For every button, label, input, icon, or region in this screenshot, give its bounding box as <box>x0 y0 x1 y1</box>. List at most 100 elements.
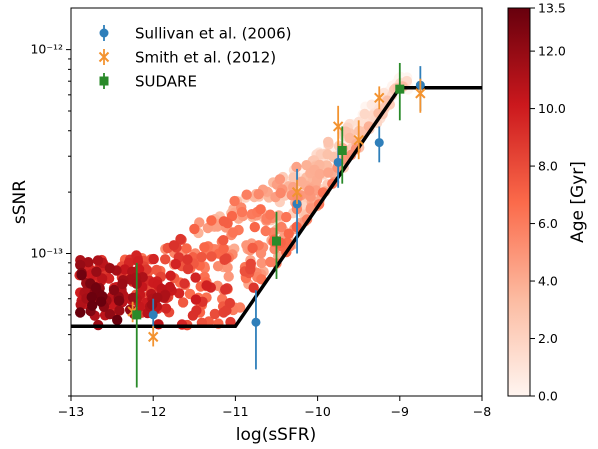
legend-marker-square <box>99 76 109 86</box>
scatter-point <box>95 296 107 307</box>
scatter-point <box>276 221 287 233</box>
scatter-point <box>220 284 231 295</box>
legend-marker-x <box>98 51 110 63</box>
scatter-point <box>236 206 248 218</box>
scatter-point <box>314 168 325 180</box>
scatter-point <box>301 160 312 171</box>
scatter-point <box>182 263 194 274</box>
scatter-point <box>201 280 212 291</box>
colorbar-tick-label: 4.0 <box>538 274 558 289</box>
model-line <box>71 86 482 328</box>
legend-marker-circle <box>99 28 109 38</box>
scatter-point <box>90 282 102 294</box>
marker-smith-6 <box>415 88 426 99</box>
marker-sullivan-1 <box>251 317 261 327</box>
marker-smith-4 <box>332 121 344 132</box>
scatter-point <box>212 261 224 272</box>
colorbar-tick-label: 0.0 <box>538 389 558 404</box>
colorbar-tick-label: 6.0 <box>538 216 558 231</box>
scatter-point <box>168 240 180 251</box>
x-tick-label: −9 <box>391 404 409 419</box>
scatter-point <box>179 278 190 289</box>
scatter-point <box>83 257 94 268</box>
scatter-point <box>323 167 334 178</box>
plot-area <box>70 7 483 397</box>
scatter-point <box>223 271 234 282</box>
scatter-point <box>260 225 271 237</box>
y-axis-label: sSNR <box>10 180 30 224</box>
legend-label: SUDARE <box>135 73 197 91</box>
errorbar-layer <box>127 62 426 388</box>
scatter-point <box>181 243 192 254</box>
scatter-point <box>191 305 202 316</box>
scatter-point <box>75 259 86 271</box>
marker-sullivan-4 <box>374 138 384 148</box>
scatter-point <box>274 174 286 185</box>
scatter-point <box>344 132 355 144</box>
scatter-point <box>323 136 334 148</box>
scatter-point <box>253 189 264 200</box>
marker-sudare-0 <box>132 310 142 320</box>
scatter-point <box>127 292 139 303</box>
scatter-point <box>241 189 252 200</box>
scatter-point <box>76 269 87 281</box>
scatter-point <box>218 243 229 254</box>
scatter-point <box>255 204 266 215</box>
scatter-point <box>255 248 267 259</box>
scatter-point <box>177 297 189 308</box>
x-tick-label: −12 <box>140 404 166 419</box>
marker-smith-2 <box>291 186 303 198</box>
y-axis: 10⁻¹³ 10⁻¹² <box>30 42 71 397</box>
legend-label: Smith et al. (2012) <box>135 49 276 67</box>
x-tick-label: −11 <box>222 404 248 419</box>
scatter-point <box>170 258 181 270</box>
colorbar-tick-label: 12.0 <box>538 44 566 59</box>
marker-smith-3 <box>353 134 364 146</box>
scatter-point <box>104 263 116 274</box>
scatter-point <box>114 305 125 316</box>
scatter-point <box>91 266 102 277</box>
scatter-point <box>288 172 299 183</box>
x-tick-label: −13 <box>58 404 84 419</box>
scatter-point <box>92 255 104 266</box>
legend: Sullivan et al. (2006) Smith et al. (2012… <box>98 25 292 91</box>
marker-sullivan-0 <box>148 310 158 320</box>
colorbar-ticks: 0.0 2.0 4.0 6.0 8.0 10.0 12.0 13.5 <box>530 1 566 404</box>
scatter-point <box>86 291 98 303</box>
scatter-point <box>256 257 267 269</box>
scatter-point <box>148 253 159 265</box>
legend-label: Sullivan et al. (2006) <box>135 25 292 43</box>
scatter-point <box>359 108 370 120</box>
scatter-point <box>196 251 207 263</box>
scatter-point <box>132 256 144 267</box>
scatter-point <box>219 254 230 265</box>
marker-sudare-3 <box>395 84 405 94</box>
scatter-point <box>275 187 286 199</box>
scatter-point <box>113 295 125 306</box>
x-axis: −13 −12 −11 −10 −9 −8 <box>58 396 491 419</box>
marker-sullivan-3 <box>333 157 343 167</box>
scatter-point <box>199 242 210 253</box>
scatter-point <box>190 294 202 305</box>
scatter-point <box>108 284 120 296</box>
marker-sudare-2 <box>337 146 347 156</box>
scatter-point <box>117 278 128 290</box>
scatter-point <box>182 254 193 265</box>
y-tick-label: 10⁻¹² <box>30 42 63 57</box>
plot-frame <box>70 7 483 397</box>
scatter-point <box>189 223 200 235</box>
scatter-point <box>206 251 217 262</box>
scatter-point <box>265 256 276 268</box>
colorbar-tick-label: 10.0 <box>538 101 566 116</box>
colorbar-tick-label: 13.5 <box>538 1 566 16</box>
scatter-point <box>291 161 302 173</box>
colorbar-tick-label: 2.0 <box>538 331 558 346</box>
x-tick-label: −8 <box>473 404 491 419</box>
y-tick-label: 10⁻¹³ <box>30 245 63 260</box>
scatter-point <box>249 221 260 233</box>
scatter-point <box>112 314 123 326</box>
scatter-point <box>175 233 186 245</box>
colorbar-gradient <box>507 7 531 397</box>
scatter-point <box>283 228 294 239</box>
